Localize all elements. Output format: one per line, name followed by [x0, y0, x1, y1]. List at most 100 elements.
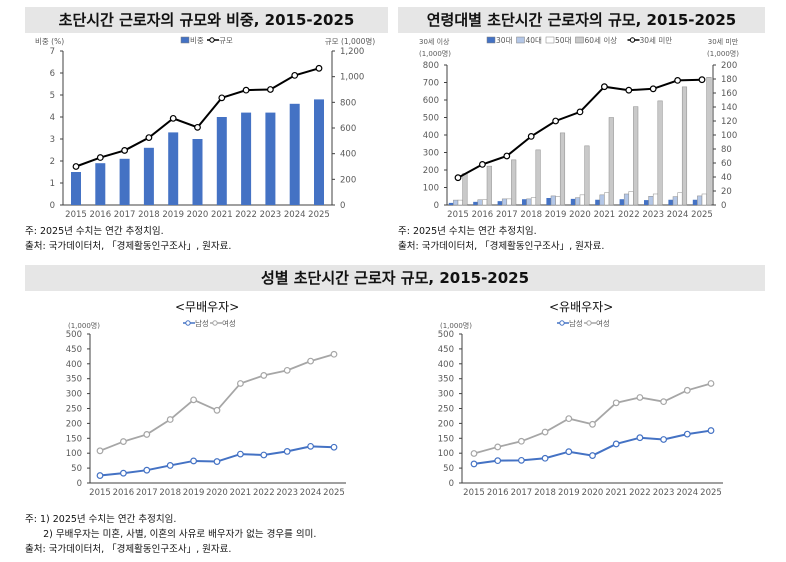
y-tick-label-left: 600 — [423, 96, 439, 106]
legend-marker — [586, 320, 592, 326]
legend-label: 비중 — [190, 36, 204, 45]
under-30-point — [479, 160, 486, 168]
x-tick-label: 2023 — [260, 210, 282, 220]
x-tick-label: 2017 — [511, 488, 533, 498]
bar-60-plus — [584, 145, 590, 206]
bar-50s — [604, 192, 610, 206]
note-line: 2) 무배우자는 미혼, 사별, 이혼의 사유로 배우자가 없는 경우를 의미. — [25, 529, 317, 540]
bar-30s — [448, 202, 454, 205]
x-tick-label: 2017 — [496, 210, 518, 220]
bar-40s — [526, 198, 532, 206]
bar-share — [119, 158, 130, 205]
source-line: 출처: 국가데이터처, 「경제활동인구조사」, 원자료. — [398, 241, 605, 252]
bar-50s — [677, 192, 683, 206]
y-tick-label-left: 6 — [50, 69, 55, 79]
bar-share — [216, 117, 227, 205]
x-tick-label: 2023 — [276, 488, 298, 498]
under-30-point — [649, 85, 657, 93]
legend-marker — [629, 37, 636, 43]
bar-40s — [648, 196, 654, 206]
y-tick-label-left: 200 — [66, 419, 82, 429]
female-point — [470, 450, 478, 457]
male-point — [96, 472, 104, 479]
female-point — [213, 406, 221, 414]
y-tick-label-left: 1 — [50, 179, 55, 189]
x-tick-label: 2020 — [569, 210, 591, 220]
x-tick-label: 2021 — [605, 488, 627, 498]
under-30-point — [527, 132, 535, 140]
bar-share — [143, 147, 154, 205]
bar-50s — [652, 193, 659, 206]
scale-point — [315, 64, 323, 72]
legend-label: 40대 — [526, 36, 543, 45]
bar-60-plus — [511, 159, 517, 206]
y-tick-label-left: 7 — [50, 47, 55, 57]
y-tick-label-right: 1,200 — [340, 47, 364, 57]
under-30-point — [625, 86, 633, 94]
y-axis-title-left: 비중 (%) — [35, 37, 64, 46]
female-line — [99, 353, 335, 452]
scale-point — [242, 86, 250, 94]
y-axis-title-left: 30세 이상 — [419, 37, 450, 46]
bar-50s — [482, 199, 488, 206]
female-point — [260, 372, 268, 379]
under-30-point — [454, 174, 462, 182]
bar-60-plus — [559, 132, 566, 206]
y-tick-label-left: 50 — [443, 464, 454, 474]
y-tick-label-left: 500 — [66, 330, 82, 340]
x-tick-label: 2017 — [114, 210, 136, 220]
x-tick-label: 2019 — [183, 488, 205, 498]
female-point — [96, 447, 104, 455]
under-30-point — [503, 152, 511, 160]
x-tick-label: 2022 — [618, 210, 640, 220]
y-tick-label-left: 450 — [66, 345, 82, 355]
bar-50s — [579, 194, 585, 206]
note-line: 주: 1) 2025년 수치는 연간 추정치임. — [25, 514, 177, 525]
female-point — [119, 438, 127, 445]
subtitle-married: <유배우자> — [549, 300, 614, 314]
y-tick-label-left: 400 — [66, 360, 82, 370]
y-tick-label-left: 300 — [423, 149, 439, 159]
y-tick-label-left: 3 — [50, 135, 55, 145]
x-tick-label: 2021 — [230, 488, 252, 498]
bar-30s — [473, 201, 478, 205]
notes-bottom: 주: 1) 2025년 수치는 연간 추정치임. 2) 무배우자는 미혼, 사별… — [25, 512, 316, 557]
bar-share — [265, 112, 276, 205]
y-tick-label-left: 250 — [66, 405, 82, 415]
male-point — [166, 462, 174, 469]
bar-share — [314, 99, 324, 205]
female-point — [190, 396, 198, 404]
y-tick-label-left: 250 — [438, 405, 454, 415]
x-tick-label: 2018 — [520, 210, 542, 220]
x-tick-label: 2015 — [65, 210, 87, 220]
bar-60-plus — [681, 86, 688, 206]
legend-marker — [559, 320, 565, 326]
bar-30s — [546, 198, 551, 205]
scale-point — [121, 147, 128, 154]
y-tick-label-right: 160 — [721, 89, 737, 99]
x-tick-label: 2021 — [211, 210, 233, 220]
female-point — [541, 428, 549, 436]
y-tick-label-right: 20 — [721, 187, 732, 197]
x-tick-label: 2020 — [206, 488, 228, 498]
bar-30s — [595, 199, 600, 205]
male-point — [518, 456, 525, 464]
bar-40s — [623, 193, 630, 206]
male-point — [119, 469, 127, 477]
y-tick-label-left: 150 — [66, 434, 82, 444]
x-tick-label: 2025 — [691, 210, 713, 220]
bar-30s — [497, 201, 503, 205]
male-point — [707, 427, 715, 434]
female-point — [589, 420, 596, 428]
bar-share — [168, 132, 179, 205]
under-30-point — [576, 108, 584, 116]
bar-40s — [550, 195, 556, 206]
legend-swatch — [575, 36, 584, 44]
female-point — [143, 431, 151, 438]
y-tick-label-left: 100 — [438, 449, 454, 459]
bar-share — [192, 139, 203, 205]
female-point — [565, 415, 573, 423]
y-tick-label-left: 100 — [423, 184, 439, 194]
x-tick-label: 2024 — [284, 210, 306, 220]
chart-title-share: 초단시간 근로자의 규모와 비중, 2015-2025 — [25, 7, 388, 33]
